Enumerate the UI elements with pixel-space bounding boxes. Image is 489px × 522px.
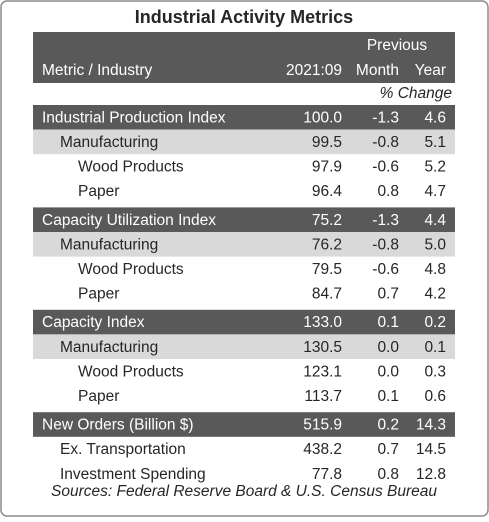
row-value: 0.1 [377,314,399,331]
row-label: Investment Spending [60,466,206,483]
row-value: -1.3 [372,212,399,229]
header-month: Month [356,62,399,79]
row-value: 5.1 [424,134,446,151]
row-value: 99.5 [312,134,342,151]
row-label: Wood Products [78,159,184,176]
row-value: 4.8 [424,261,446,278]
row-label: Paper [78,286,119,303]
row-value: 0.1 [377,388,399,405]
row-band [33,309,455,335]
row-value: 4.2 [424,286,446,303]
row-value: 113.7 [304,388,342,405]
row-label: Wood Products [78,261,184,278]
row-band [33,129,455,155]
row-value: 4.4 [424,212,446,229]
row-value: 0.8 [377,183,399,200]
row-label: Manufacturing [60,134,158,151]
row-label: Capacity Utilization Index [42,212,216,229]
row-value: 0.0 [377,363,399,380]
row-value: 130.5 [303,339,342,356]
change-label: % Change [380,85,453,102]
source-note: Sources: Federal Reserve Board & U.S. Ce… [51,483,437,500]
row-value: -0.8 [372,236,399,253]
header-period: 2021:09 [286,62,342,79]
row-value: 84.7 [312,286,342,303]
row-band [33,105,455,130]
header-metric: Metric / Industry [42,62,152,79]
row-value: 76.2 [312,236,342,253]
header-previous: Previous [367,37,428,54]
row-value: 0.0 [377,339,399,356]
row-value: 4.7 [424,183,446,200]
row-value: 4.6 [424,109,446,126]
row-value: 12.8 [416,466,446,483]
row-value: 0.1 [424,339,446,356]
row-band [33,232,455,257]
row-value: 0.3 [424,363,446,380]
row-label: Manufacturing [60,236,158,253]
row-value: 14.5 [416,441,446,458]
row-label: Paper [78,388,119,405]
row-value: -0.6 [372,159,399,176]
row-value: -0.8 [372,134,399,151]
row-value: 97.9 [312,159,342,176]
row-label: Manufacturing [60,339,158,356]
row-value: 100.0 [303,109,342,126]
row-value: 75.2 [312,212,342,229]
row-label: Paper [78,183,119,200]
row-label: Wood Products [78,363,184,380]
row-value: 96.4 [312,183,343,200]
row-value: 133.0 [303,314,342,331]
row-label: Capacity Index [42,314,145,331]
row-value: -0.6 [372,261,399,278]
row-value: 0.6 [424,388,446,405]
row-value: -1.3 [372,109,399,126]
row-value: 5.2 [424,159,446,176]
row-value: 14.3 [416,417,446,434]
row-band [33,207,455,232]
table-title: Industrial Activity Metrics [135,7,353,27]
row-value: 123.1 [303,363,342,380]
row-value: 515.9 [303,417,342,434]
header-year: Year [415,62,446,79]
row-value: 0.2 [377,417,399,434]
row-band [33,412,455,437]
row-label: New Orders (Billion $) [42,417,194,434]
row-label: Industrial Production Index [42,109,226,126]
row-value: 5.0 [424,236,446,253]
row-value: 0.2 [424,314,446,331]
row-value: 0.7 [377,286,399,303]
row-label: Ex. Transportation [60,441,186,458]
row-value: 77.8 [312,466,342,483]
row-value: 0.7 [377,441,399,458]
row-value: 438.2 [303,441,342,458]
row-value: 79.5 [312,261,342,278]
row-band [33,334,455,359]
header-band [33,32,455,83]
row-value: 0.8 [377,466,399,483]
